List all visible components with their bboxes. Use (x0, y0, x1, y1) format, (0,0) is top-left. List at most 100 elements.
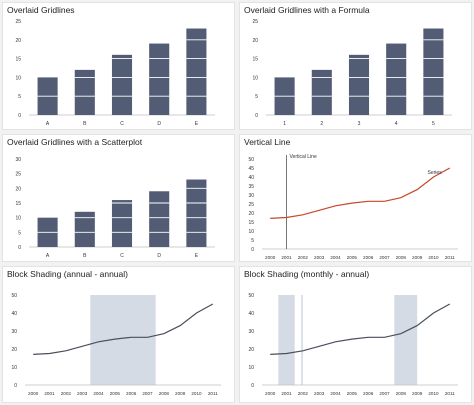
series-line (33, 303, 214, 355)
chart-title: Block Shading (annual - annual) (7, 269, 128, 279)
y-tick-label: 10 (15, 216, 21, 222)
y-tick-label: 10 (248, 229, 254, 235)
y-tick-label: 20 (252, 38, 258, 44)
y-tick-label: 5 (18, 94, 21, 100)
x-tick-label: A (46, 253, 50, 259)
y-tick-label: 45 (248, 166, 254, 172)
chart-block-shading-monthly: 0 10 20 30 40 50 2000 2001 2002 2003 2004 2005 2006 2… (248, 293, 458, 396)
x-tick-label: 2008 (159, 391, 170, 396)
x-tick-label: 2004 (93, 391, 104, 396)
shaded-block (90, 295, 156, 385)
shaded-block (301, 295, 303, 385)
bar (74, 69, 95, 115)
x-tick-label: 2010 (428, 255, 439, 260)
x-tick-label: 2007 (379, 255, 390, 260)
chart-title: Overlaid Gridlines with a Scatterplot (7, 137, 143, 147)
y-tick-label: 15 (248, 220, 254, 226)
x-tick-label: 2005 (110, 391, 121, 396)
x-tick-label: 2002 (298, 255, 309, 260)
x-tick-label: 1 (283, 121, 286, 127)
x-tick-label: 2001 (44, 391, 55, 396)
x-tick-label: 2001 (281, 391, 292, 396)
y-tick-label: 25 (15, 172, 21, 178)
chart-panel-overlaid-gridlines-formula: Overlaid Gridlines with a Formula 0 5 10 15… (239, 2, 472, 130)
y-tick-label: 30 (248, 329, 254, 335)
x-tick-label: 2008 (396, 255, 407, 260)
x-tick-label: 2002 (298, 391, 309, 396)
x-tick-label: 2000 (265, 255, 276, 260)
x-tick-label: 2002 (61, 391, 72, 396)
chart-overlaid-gridlines-formula: 0 5 10 15 20 25 1 2 3 4 5 (252, 19, 452, 127)
x-tick-label: 2007 (379, 391, 390, 396)
bar (74, 211, 95, 247)
x-tick-label: 2003 (77, 391, 88, 396)
chart-vertical-line: 0 5 10 15 20 25 30 35 40 45 50 Vertical Line Series 2… (248, 154, 458, 260)
y-tick-label: 10 (15, 75, 21, 81)
x-tick-label: 2010 (191, 391, 202, 396)
x-tick-label: 2007 (142, 391, 153, 396)
y-tick-label: 0 (18, 245, 21, 251)
y-tick-label: 0 (251, 383, 254, 389)
y-tick-label: 0 (251, 247, 254, 253)
y-tick-label: 50 (248, 157, 254, 163)
bar (111, 200, 133, 247)
bar (149, 191, 170, 247)
bar (111, 54, 133, 115)
x-tick-label: 2009 (175, 391, 186, 396)
y-tick-label: 20 (248, 347, 254, 353)
y-tick-label: 30 (248, 193, 254, 199)
x-tick-label: D (157, 253, 161, 259)
y-tick-label: 5 (255, 94, 258, 100)
chart-title: Overlaid Gridlines (7, 5, 75, 15)
x-tick-label: 2004 (330, 391, 341, 396)
chart-panel-block-shading-annual: Block Shading (annual - annual) 0 10 20 30 4… (2, 266, 235, 403)
y-tick-label: 30 (11, 329, 17, 335)
y-tick-label: 5 (251, 238, 254, 244)
chart-panel-block-shading-monthly: Block Shading (monthly - annual) 0 10 20 30… (239, 266, 472, 403)
y-tick-label: 50 (248, 293, 254, 299)
shaded-block (278, 295, 295, 385)
x-tick-label: 2003 (314, 255, 325, 260)
chart-panel-overlaid-gridlines-scatter: Overlaid Gridlines with a Scatterplot 0 5… (2, 134, 235, 262)
chart-title: Vertical Line (244, 137, 291, 147)
x-tick-label: 4 (395, 121, 398, 127)
y-tick-label: 0 (14, 383, 17, 389)
y-tick-label: 40 (248, 175, 254, 181)
y-tick-label: 0 (255, 113, 258, 119)
bar (348, 54, 370, 115)
y-tick-label: 5 (18, 230, 21, 236)
x-tick-label: 2001 (281, 255, 292, 260)
x-tick-label: 2008 (396, 391, 407, 396)
y-tick-label: 20 (15, 186, 21, 192)
bar (423, 28, 444, 115)
x-tick-label: 2011 (445, 255, 455, 260)
x-tick-label: C (120, 121, 124, 127)
x-tick-label: 2005 (347, 391, 358, 396)
series-label: Series (428, 170, 443, 176)
y-tick-label: 40 (248, 311, 254, 317)
x-tick-label: 2011 (208, 391, 218, 396)
x-tick-label: B (83, 253, 87, 259)
bar (311, 69, 332, 115)
chart-overlaid-gridlines: 0 5 10 15 20 25 A B C D E (15, 19, 215, 127)
bar (386, 43, 407, 116)
y-tick-label: 20 (248, 211, 254, 217)
x-tick-label: E (195, 253, 199, 259)
y-tick-label: 25 (15, 19, 21, 25)
x-tick-label: 2005 (347, 255, 358, 260)
y-tick-label: 25 (248, 202, 254, 208)
chart-panel-vertical-line: Vertical Line 0 5 10 15 20 25 30 35 40 45 50 Vertic… (239, 134, 472, 262)
y-tick-label: 10 (248, 365, 254, 371)
y-tick-label: 10 (252, 75, 258, 81)
x-tick-label: C (120, 253, 124, 259)
y-tick-label: 15 (15, 57, 21, 63)
x-tick-label: B (83, 121, 87, 127)
y-tick-label: 20 (15, 38, 21, 44)
bar (186, 179, 207, 247)
x-tick-label: 2006 (126, 391, 137, 396)
y-tick-label: 0 (18, 113, 21, 119)
y-tick-label: 25 (252, 19, 258, 25)
x-tick-label: A (46, 121, 50, 127)
x-tick-label: 2011 (445, 391, 455, 396)
vertical-line-label: Vertical Line (290, 154, 317, 160)
